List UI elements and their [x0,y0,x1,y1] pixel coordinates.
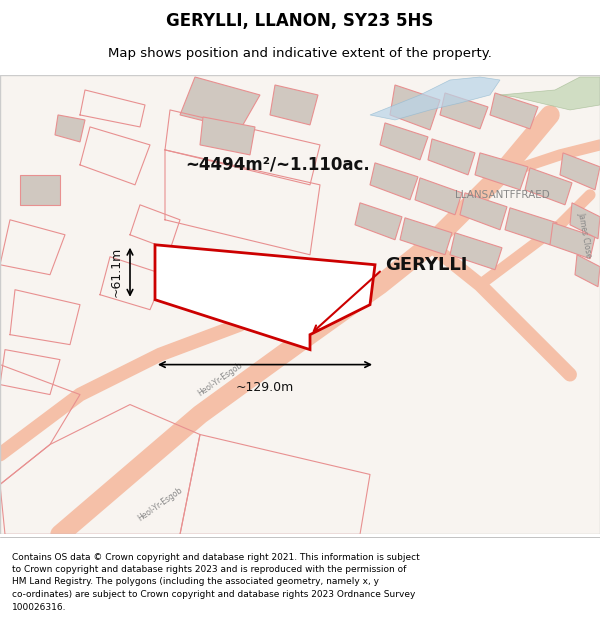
Polygon shape [450,232,502,270]
Text: ~129.0m: ~129.0m [236,381,294,394]
Text: ~4494m²/~1.110ac.: ~4494m²/~1.110ac. [185,156,370,174]
Polygon shape [560,153,600,190]
Polygon shape [475,153,528,190]
Polygon shape [355,203,402,240]
Polygon shape [460,193,507,230]
Text: Map shows position and indicative extent of the property.: Map shows position and indicative extent… [108,48,492,61]
Polygon shape [155,245,375,349]
Polygon shape [390,85,440,130]
Polygon shape [550,222,595,259]
Polygon shape [415,178,462,215]
Polygon shape [490,93,538,129]
Polygon shape [440,93,488,129]
Text: GERYLLI, LLANON, SY23 5HS: GERYLLI, LLANON, SY23 5HS [166,12,434,30]
Text: Heol-Yr-Esgob: Heol-Yr-Esgob [136,486,184,523]
Text: Heol-Yr-Esgob: Heol-Yr-Esgob [196,361,244,398]
Polygon shape [575,255,600,287]
Polygon shape [370,77,500,120]
Polygon shape [505,208,557,245]
Text: LLANSANTFFRAED: LLANSANTFFRAED [455,190,550,200]
Text: GERYLLI: GERYLLI [385,256,467,274]
Polygon shape [380,123,428,160]
Text: James Close: James Close [577,211,593,258]
Polygon shape [20,175,60,205]
Polygon shape [570,203,600,239]
Polygon shape [500,77,600,110]
Polygon shape [200,117,255,155]
Polygon shape [525,168,572,205]
Text: Contains OS data © Crown copyright and database right 2021. This information is : Contains OS data © Crown copyright and d… [12,552,420,611]
Polygon shape [370,163,418,200]
Polygon shape [55,115,85,142]
Polygon shape [270,85,318,125]
Polygon shape [400,217,452,255]
Text: ~61.1m: ~61.1m [110,247,122,298]
Polygon shape [180,77,260,130]
Polygon shape [428,139,475,175]
